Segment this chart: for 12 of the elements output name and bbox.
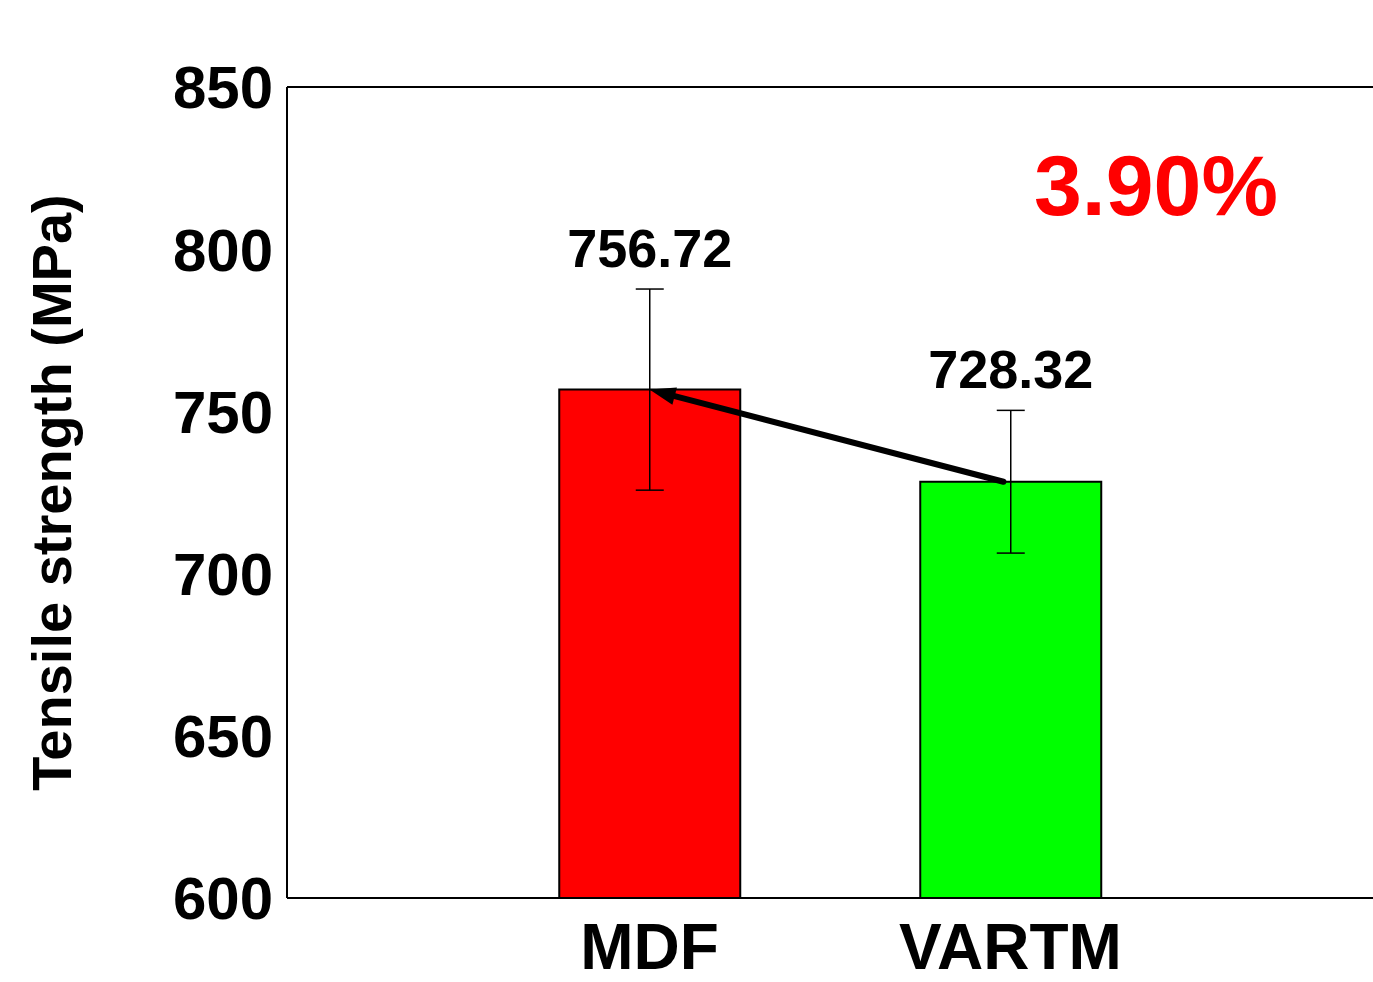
y-axis-title: Tensile strength (MPa) (19, 194, 83, 791)
y-tick-label: 700 (172, 540, 273, 608)
data-label: 728.32 (928, 339, 1094, 400)
x-tick-label: MDF (580, 911, 719, 982)
y-tick-label: 850 (172, 54, 273, 122)
y-tick-label: 600 (172, 865, 273, 933)
y-tick-label: 650 (172, 703, 273, 771)
x-tick-label: VARTM (899, 911, 1122, 982)
annotation: 3.90% (1034, 136, 1278, 235)
data-label: 756.72 (567, 217, 733, 278)
y-tick-label: 800 (172, 216, 273, 284)
y-tick-label: 750 (172, 378, 273, 446)
